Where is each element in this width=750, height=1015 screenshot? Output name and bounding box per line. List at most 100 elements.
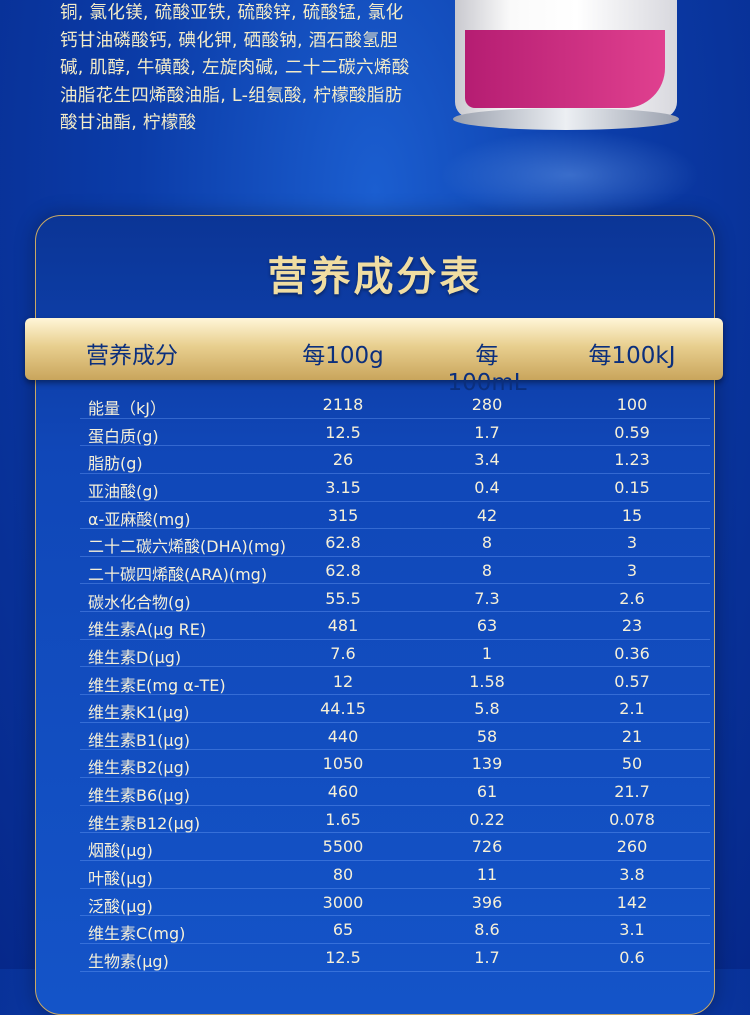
cell-nutrient: 维生素A(μg RE) — [88, 620, 207, 640]
header-nutrient: 营养成分 — [86, 343, 178, 369]
cell-per-100kj: 3 — [626, 560, 638, 580]
cell-per-100kj: 2.6 — [619, 588, 645, 608]
cell-per-100g: 80 — [332, 865, 354, 885]
cell-nutrient: 维生素B2(μg) — [88, 758, 190, 778]
cell-per-100g: 12 — [332, 671, 354, 691]
cell-nutrient: 亚油酸(g) — [88, 481, 159, 501]
table-row: α-亚麻酸(mg) 315 42 15 — [80, 502, 710, 530]
cell-per-100kj: 50 — [621, 754, 643, 774]
cell-nutrient: 维生素E(mg α-TE) — [88, 675, 226, 695]
cell-per-100kj: 1.23 — [614, 450, 650, 470]
cell-per-100ml: 1.7 — [474, 948, 500, 967]
cell-nutrient: 碳水化合物(g) — [88, 592, 191, 612]
cell-per-100kj: 0.57 — [614, 671, 650, 691]
table-row: 碳水化合物(g) 55.5 7.3 2.6 — [80, 585, 710, 613]
cell-nutrient: 生物素(μg) — [88, 952, 169, 971]
header-per-100ml: 每100mL — [447, 343, 527, 396]
cell-per-100ml: 1.7 — [474, 422, 500, 442]
table-row: 脂肪(g) 26 3.4 1.23 — [80, 446, 710, 474]
cell-per-100ml: 58 — [476, 726, 498, 746]
cell-nutrient: 脂肪(g) — [88, 454, 143, 474]
table-row: 维生素B12(μg) 1.65 0.22 0.078 — [80, 806, 710, 834]
cell-per-100kj: 15 — [621, 505, 643, 525]
cell-nutrient: 维生素B6(μg) — [88, 786, 190, 806]
table-row: 维生素K1(μg) 44.15 5.8 2.1 — [80, 695, 710, 723]
table-row: 亚油酸(g) 3.15 0.4 0.15 — [80, 474, 710, 502]
cell-per-100g: 1.65 — [325, 809, 361, 829]
cell-nutrient: 维生素B1(μg) — [88, 730, 190, 750]
cell-nutrient: 维生素K1(μg) — [88, 703, 190, 723]
cell-per-100ml: 8 — [481, 560, 493, 580]
cell-per-100kj: 3.8 — [619, 865, 645, 885]
cell-per-100ml: 0.4 — [474, 477, 500, 497]
header-per-100kj: 每100kJ — [588, 343, 676, 369]
cell-nutrient: 二十碳四烯酸(ARA)(mg) — [88, 564, 268, 584]
cell-per-100ml: 1 — [481, 643, 493, 663]
cell-per-100g: 460 — [327, 782, 359, 802]
table-row: 泛酸(μg) 3000 396 142 — [80, 889, 710, 917]
cell-per-100ml: 396 — [471, 892, 503, 912]
cell-nutrient: 蛋白质(g) — [88, 426, 159, 446]
can-reflection — [440, 130, 700, 220]
cell-per-100ml: 8 — [481, 533, 493, 553]
cell-nutrient: α-亚麻酸(mg) — [88, 509, 191, 529]
cell-per-100kj: 0.36 — [614, 643, 650, 663]
cell-per-100kj: 142 — [616, 892, 648, 912]
cell-per-100ml: 61 — [476, 782, 498, 802]
cell-per-100ml: 0.22 — [469, 809, 505, 829]
cell-per-100ml: 5.8 — [474, 699, 500, 719]
ingredients-text: 铜, 氯化镁, 硫酸亚铁, 硫酸锌, 硫酸锰, 氯化钙甘油磷酸钙, 碘化钾, 硒… — [60, 3, 410, 134]
cell-per-100g: 26 — [332, 450, 354, 470]
header-per-100g: 每100g — [302, 343, 384, 369]
cell-per-100ml: 42 — [476, 505, 498, 525]
table-row: 维生素C(mg) 65 8.6 3.1 — [80, 916, 710, 944]
cell-per-100g: 2118 — [322, 395, 364, 414]
table-row: 维生素B1(μg) 440 58 21 — [80, 723, 710, 751]
cell-per-100g: 3.15 — [325, 477, 361, 497]
cell-per-100kj: 23 — [621, 616, 643, 636]
cell-per-100ml: 139 — [471, 754, 503, 774]
table-row: 叶酸(μg) 80 11 3.8 — [80, 861, 710, 889]
cell-per-100kj: 0.15 — [614, 477, 650, 497]
cell-per-100g: 315 — [327, 505, 359, 525]
table-row: 维生素B2(μg) 1050 139 50 — [80, 750, 710, 779]
product-can-image — [453, 0, 679, 135]
cell-per-100kj: 3 — [626, 533, 638, 553]
cell-per-100kj: 2.1 — [619, 699, 645, 719]
cell-per-100g: 5500 — [322, 837, 364, 857]
cell-per-100g: 44.15 — [320, 699, 366, 719]
cell-per-100g: 12.5 — [325, 948, 361, 967]
cell-nutrient: 叶酸(μg) — [88, 869, 153, 889]
table-row: 烟酸(μg) 5500 726 260 — [80, 833, 710, 861]
cell-per-100ml: 63 — [476, 616, 498, 636]
cell-per-100g: 12.5 — [325, 422, 361, 442]
cell-per-100g: 3000 — [322, 892, 364, 912]
cell-per-100g: 65 — [332, 920, 354, 940]
table-row: 二十碳四烯酸(ARA)(mg) 62.8 8 3 — [80, 557, 710, 585]
cell-per-100kj: 0.59 — [614, 422, 650, 442]
cell-per-100g: 55.5 — [325, 588, 361, 608]
cell-per-100g: 7.6 — [330, 643, 356, 663]
cell-nutrient: 泛酸(μg) — [88, 896, 153, 916]
cell-per-100kj: 21 — [621, 726, 643, 746]
cell-per-100g: 1050 — [322, 754, 364, 774]
cell-per-100g: 481 — [327, 616, 359, 636]
cell-per-100kj: 100 — [616, 395, 648, 414]
table-row: 维生素E(mg α-TE) 12 1.58 0.57 — [80, 668, 710, 696]
table-row: 二十二碳六烯酸(DHA)(mg) 62.8 8 3 — [80, 529, 710, 557]
cell-nutrient: 能量（kJ） — [88, 399, 166, 418]
table-title: 营养成分表 — [267, 254, 483, 300]
table-row: 能量（kJ） 2118 280 100 — [80, 391, 710, 419]
cell-per-100kj: 260 — [616, 837, 648, 857]
table-row: 维生素A(μg RE) 481 63 23 — [80, 612, 710, 640]
cell-nutrient: 二十二碳六烯酸(DHA)(mg) — [88, 537, 287, 557]
cell-per-100kj: 3.1 — [619, 920, 645, 940]
cell-nutrient: 维生素D(μg) — [88, 647, 182, 667]
cell-nutrient: 维生素B12(μg) — [88, 813, 201, 833]
cell-per-100ml: 3.4 — [474, 450, 500, 470]
cell-per-100g: 62.8 — [325, 560, 361, 580]
cell-per-100ml: 726 — [471, 837, 503, 857]
cell-per-100kj: 0.078 — [609, 809, 655, 829]
cell-per-100g: 440 — [327, 726, 359, 746]
table-row: 蛋白质(g) 12.5 1.7 0.59 — [80, 419, 710, 447]
